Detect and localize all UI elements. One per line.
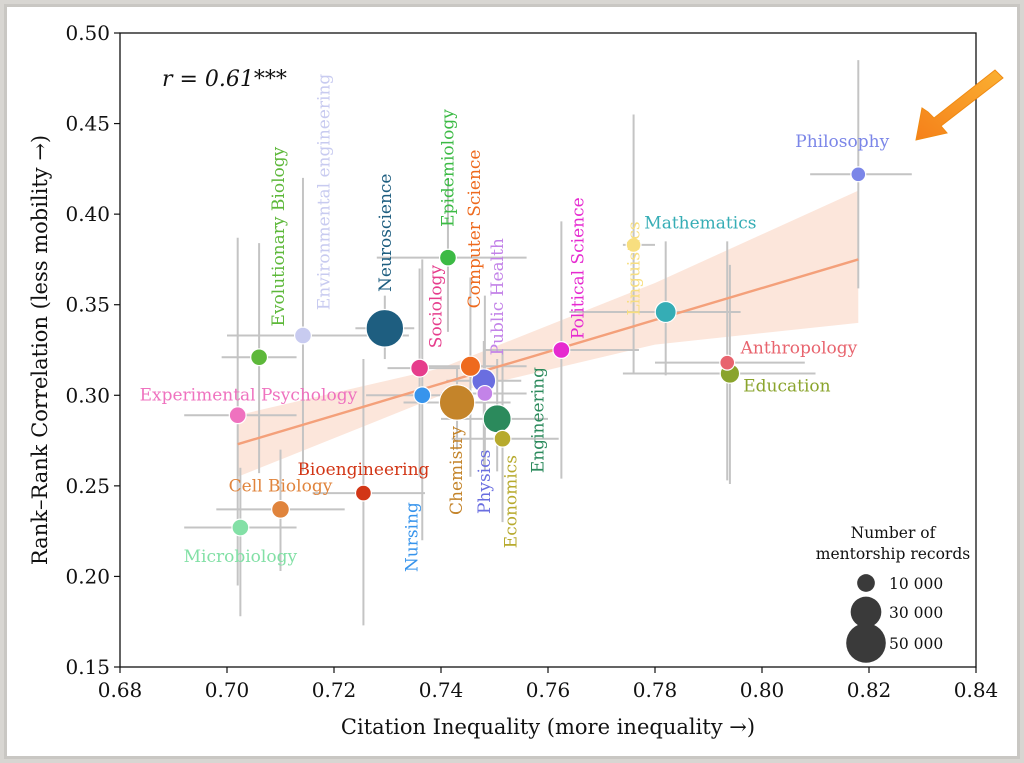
point-neuroscience: [365, 308, 405, 348]
x-tick-label: 0.72: [312, 678, 357, 702]
label-engineering: Engineering: [528, 367, 548, 473]
legend: Number of mentorship records 10 000 30 00…: [816, 524, 970, 663]
x-tick-label: 0.76: [526, 678, 571, 702]
x-tick-label: 0.74: [419, 678, 464, 702]
label-linguistics: Linguistics: [625, 221, 645, 315]
point-epidemiology: [438, 248, 457, 267]
label-economics: Economics: [502, 455, 522, 548]
highlight-arrow: [915, 69, 1004, 141]
orange-arrow-icon: [915, 69, 1004, 141]
point-economics: [493, 429, 512, 448]
x-axis-label: Citation Inequality (more inequality →): [341, 715, 755, 739]
label-public-health: Public Health: [488, 238, 508, 355]
label-neuroscience: Neuroscience: [376, 174, 396, 293]
label-cell-biology: Cell Biology: [229, 476, 333, 496]
x-tick-label: 0.70: [205, 678, 250, 702]
y-tick-label: 0.45: [65, 112, 110, 136]
point-microbiology: [231, 518, 250, 537]
label-experimental-psychology: Experimental Psychology: [140, 386, 358, 406]
y-tick-label: 0.50: [65, 21, 110, 45]
x-tick-label: 0.84: [954, 678, 999, 702]
label-political-science: Political Science: [568, 197, 588, 339]
label-evolutionary-biology: Evolutionary Biology: [269, 146, 289, 326]
point-philosophy: [850, 166, 867, 183]
regression-line: [237, 258, 859, 446]
point-linguistics: [625, 236, 642, 253]
point-nursing: [413, 386, 432, 405]
y-tick-label: 0.40: [65, 202, 110, 226]
x-tick-label: 0.80: [740, 678, 785, 702]
point-bioengineering: [354, 484, 372, 502]
point-computer-science: [459, 355, 482, 377]
legend-entry-label: 30 000: [889, 604, 943, 622]
label-environmental-engineering: Environmental engineering: [314, 74, 334, 311]
label-epidemiology: Epidemiology: [438, 109, 458, 227]
legend-marker: [850, 596, 882, 628]
label-philosophy: Philosophy: [795, 132, 889, 152]
point-political-science: [552, 341, 571, 360]
y-axis-label: Rank–Rank Correlation (less mobility →): [28, 135, 52, 565]
label-bioengineering: Bioengineering: [297, 460, 429, 480]
point-chemistry: [438, 384, 476, 421]
point-sociology: [410, 358, 430, 378]
y-tick-label: 0.25: [65, 474, 110, 498]
legend-title-line1: Number of: [851, 524, 937, 542]
legend-entry-label: 10 000: [889, 575, 943, 593]
point-mathematics: [654, 300, 677, 324]
label-mathematics: Mathematics: [644, 214, 756, 234]
label-physics: Physics: [475, 450, 495, 514]
point-public-health: [476, 384, 494, 402]
legend-marker: [846, 623, 886, 663]
point-cell-biology: [271, 499, 290, 519]
point-engineering: [482, 404, 512, 434]
label-education: Education: [743, 377, 830, 397]
y-tick-label: 0.15: [65, 655, 110, 679]
point-anthropology: [719, 354, 736, 371]
point-experimental-psychology: [228, 406, 247, 425]
label-computer-science: Computer Science: [465, 150, 485, 309]
confidence-band: [237, 190, 859, 477]
point-environmental-engineering: [293, 326, 312, 345]
point-evolutionary-biology: [250, 348, 269, 367]
y-tick-label: 0.35: [65, 293, 110, 317]
label-anthropology: Anthropology: [740, 339, 858, 359]
y-tick-label: 0.30: [65, 383, 110, 407]
legend-entry-label: 50 000: [889, 635, 943, 653]
legend-marker: [857, 574, 875, 592]
label-microbiology: Microbiology: [184, 547, 298, 567]
x-tick-label: 0.78: [633, 678, 678, 702]
correlation-annotation: r = 0.61***: [162, 67, 287, 92]
label-nursing: Nursing: [403, 502, 423, 572]
x-tick-label: 0.68: [98, 678, 143, 702]
label-chemistry: Chemistry: [447, 426, 467, 515]
y-tick-label: 0.20: [65, 564, 110, 588]
legend-title-line2: mentorship records: [816, 545, 970, 563]
x-tick-label: 0.82: [847, 678, 892, 702]
label-sociology: Sociology: [427, 265, 447, 349]
